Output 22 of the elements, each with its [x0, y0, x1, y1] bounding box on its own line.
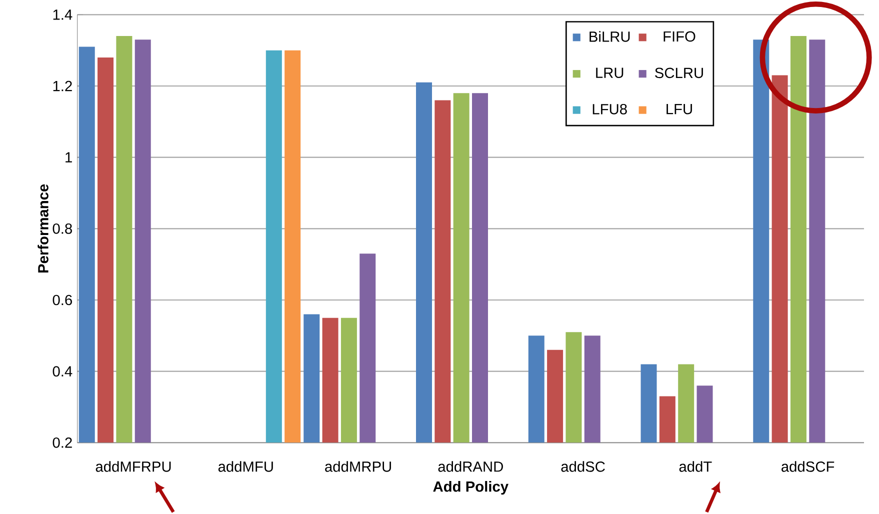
y-tick-label: 0.4	[52, 366, 72, 377]
y-tick-label: 0.8	[52, 224, 72, 234]
legend-label: LFU	[666, 104, 692, 114]
legend-label: LFU8	[592, 104, 627, 115]
x-tick-label: addT	[679, 461, 712, 472]
y-tick-label: 1	[66, 152, 72, 163]
y-axis-title: Performance	[38, 184, 48, 273]
x-axis-title: Add Policy	[433, 481, 508, 495]
legend-label: SCLRU	[655, 68, 703, 78]
legend-label: LRU	[596, 68, 624, 78]
legend-label: FIFO	[664, 31, 696, 42]
y-tick-label: 1.2	[53, 81, 72, 92]
legend-label: BiLRU	[590, 31, 630, 42]
y-tick-label: 0.6	[52, 294, 72, 306]
x-tick-label: addSC	[561, 461, 605, 472]
x-tick-label: addMRPU	[325, 461, 391, 472]
y-tick-label: 1.4	[53, 10, 72, 20]
x-tick-label: addMFU	[218, 461, 273, 472]
y-tick-label: 0.2	[52, 438, 72, 448]
x-tick-label: addSCF	[782, 461, 834, 472]
x-tick-label: addMFRPU	[96, 461, 171, 472]
x-tick-label: addRAND	[438, 461, 503, 472]
